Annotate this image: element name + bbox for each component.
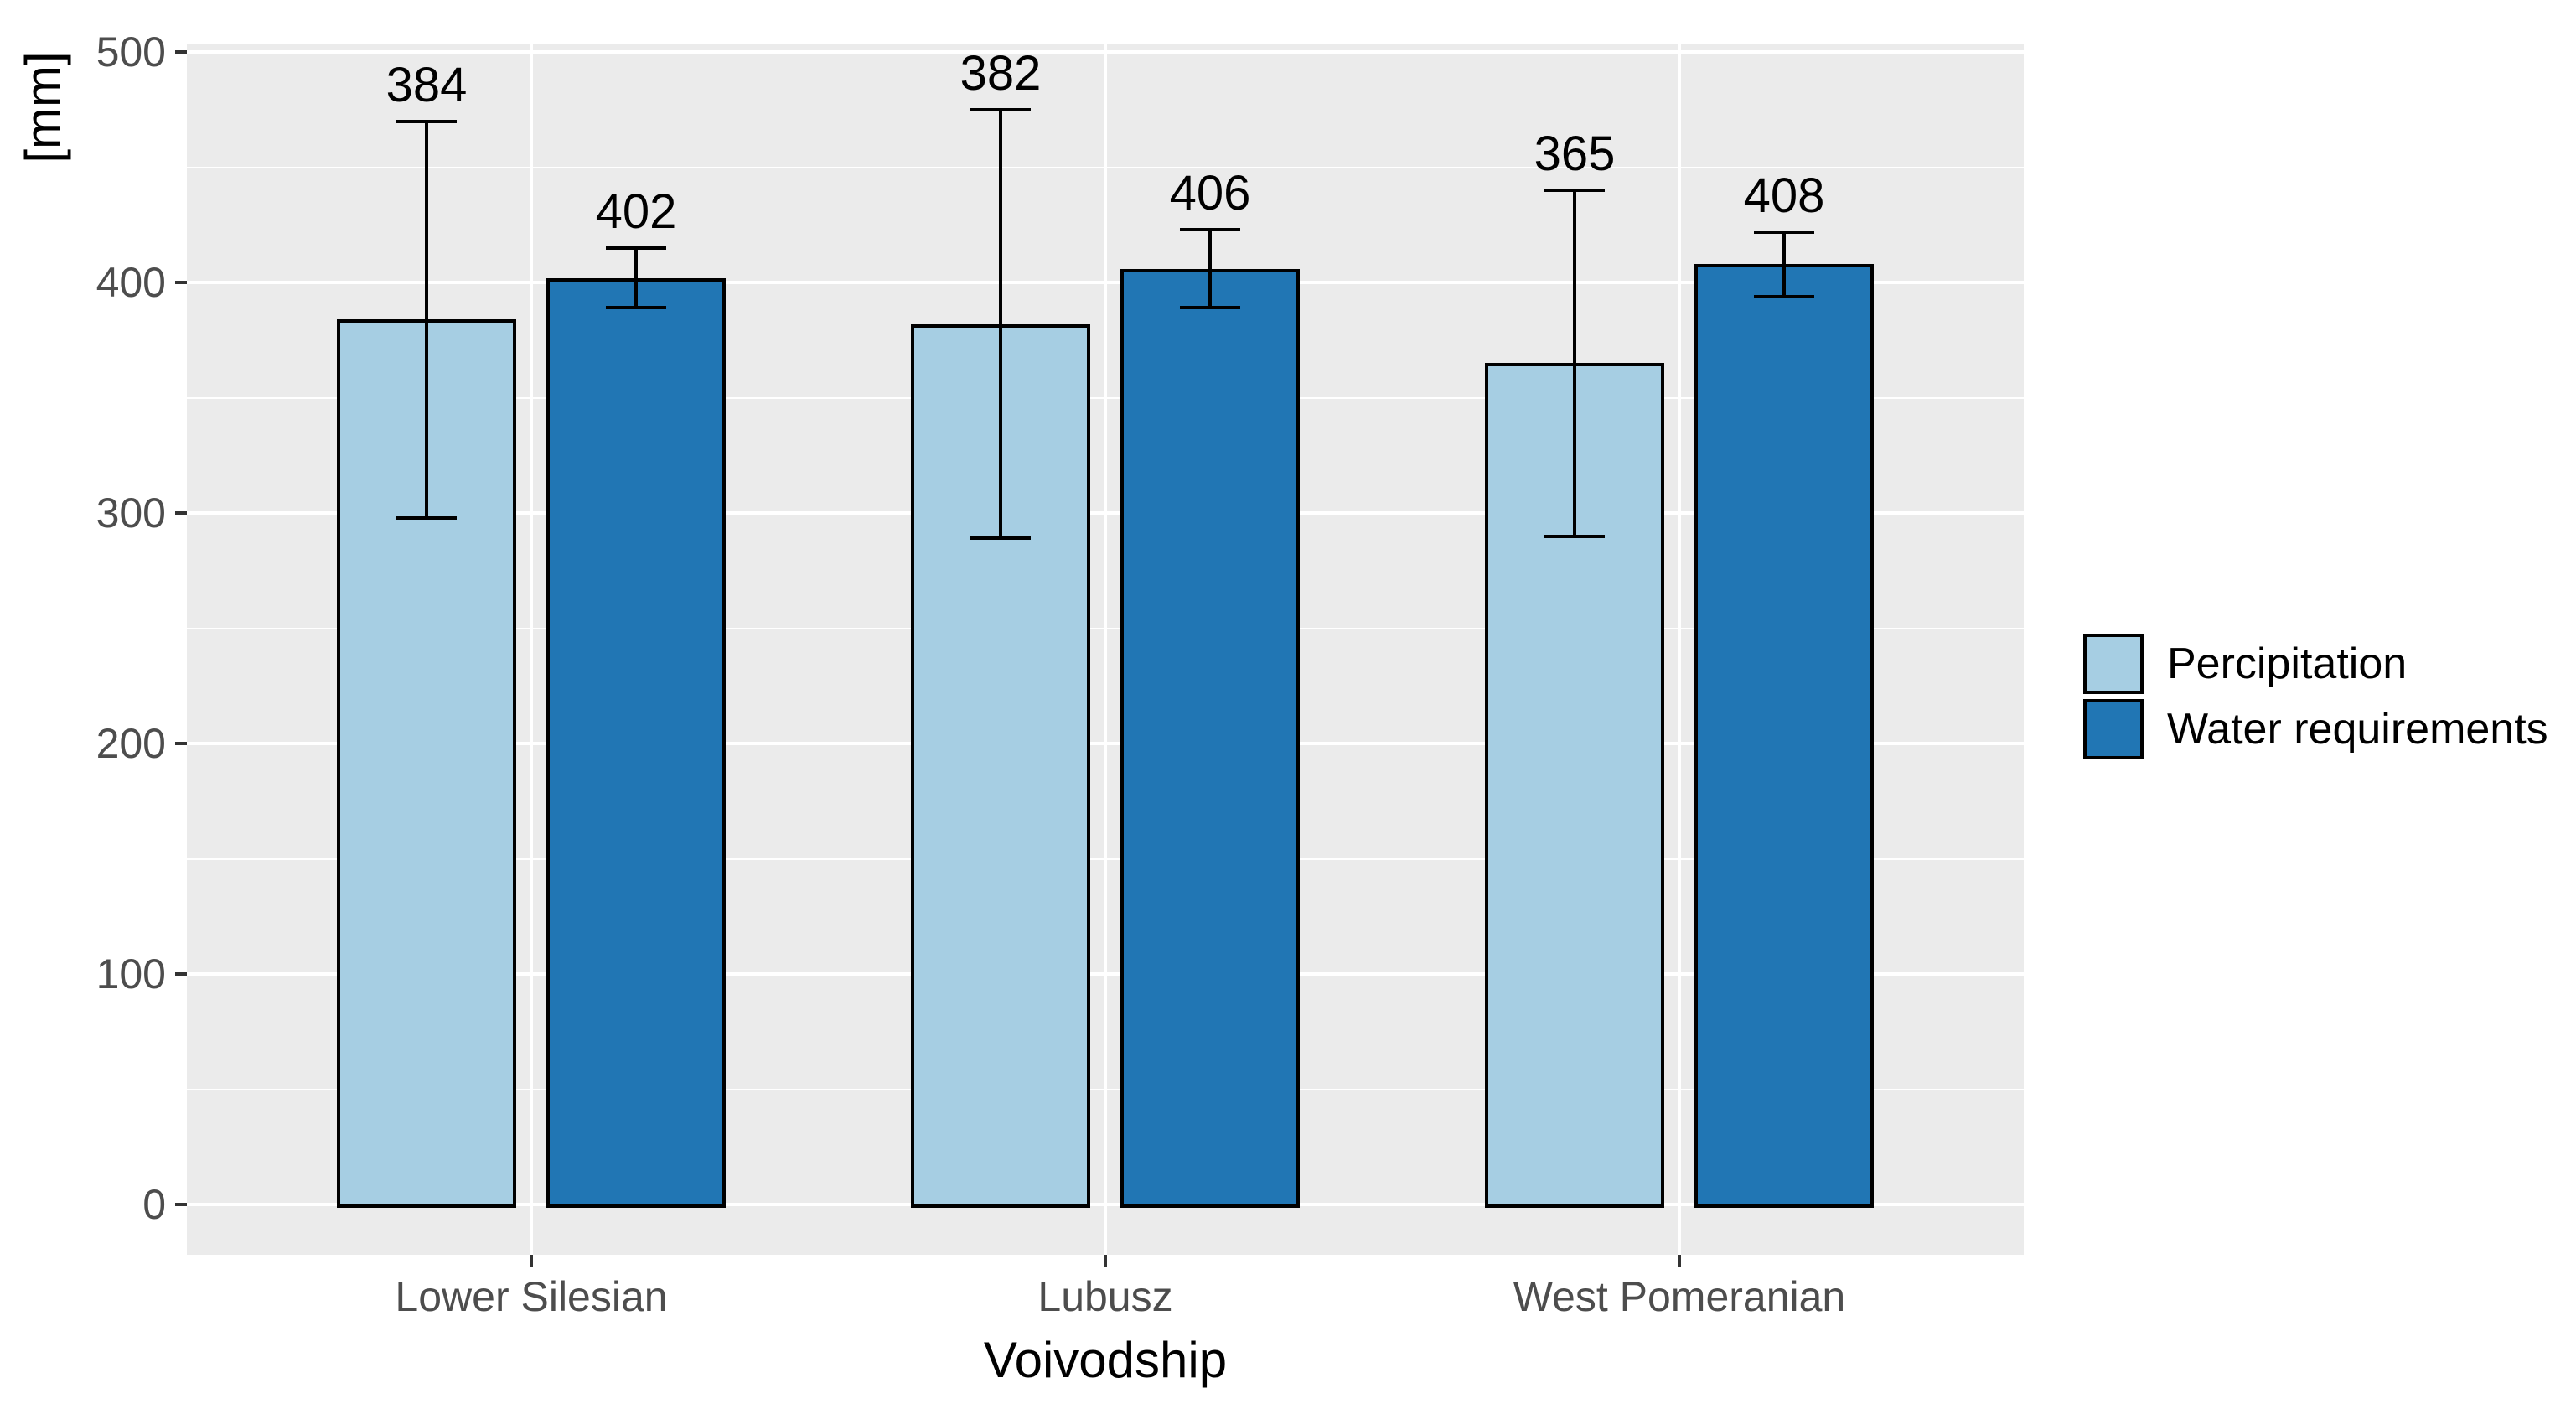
x-tick-label: Lower Silesian: [395, 1273, 668, 1320]
legend-key: [2083, 699, 2144, 759]
y-tick-mark: [175, 281, 187, 284]
error-bar-stem: [999, 109, 1002, 539]
legend: Percipitation Water requirements: [2083, 634, 2548, 759]
legend-entry: Percipitation: [2083, 634, 2548, 694]
y-tick-label: 200: [96, 720, 166, 767]
y-tick-mark: [175, 50, 187, 54]
error-bar-cap-bottom: [1754, 294, 1814, 298]
plot-panel: [187, 44, 2024, 1255]
error-bar-stem: [1573, 190, 1576, 536]
bar-water-requirements: [1120, 268, 1300, 1208]
y-tick-mark: [175, 1203, 187, 1206]
error-bar-cap-bottom: [970, 536, 1031, 541]
bar-value-label: 408: [1743, 168, 1825, 223]
legend-key: [2083, 634, 2144, 694]
x-tick-mark: [530, 1255, 533, 1267]
legend-label: Percipitation: [2167, 640, 2408, 688]
x-axis-title: Voivodship: [983, 1332, 1228, 1388]
bar-value-label: 384: [385, 57, 468, 112]
error-bar-cap-top: [1544, 189, 1605, 192]
legend-entry: Water requirements: [2083, 699, 2548, 759]
bar-value-label: 406: [1169, 165, 1251, 220]
y-axis-title: [mm]: [15, 51, 71, 163]
bar-value-label: 382: [960, 45, 1042, 101]
gridline-vertical-major: [530, 44, 533, 1255]
bar-water-requirements: [546, 277, 726, 1208]
y-tick-label: 300: [96, 490, 166, 536]
bar-water-requirements: [1694, 264, 1874, 1208]
error-bar-stem: [1782, 231, 1786, 297]
error-bar-cap-top: [1754, 230, 1814, 234]
x-tick-mark: [1104, 1255, 1107, 1267]
error-bar-cap-bottom: [396, 515, 457, 520]
legend-label: Water requirements: [2167, 705, 2548, 754]
gridline-vertical-major: [1104, 44, 1107, 1255]
y-tick-label: 500: [96, 28, 166, 75]
error-bar-cap-bottom: [1180, 306, 1240, 310]
error-bar-cap-bottom: [1544, 534, 1605, 538]
x-tick-label: West Pomeranian: [1513, 1273, 1846, 1320]
error-bar-cap-top: [1180, 227, 1240, 231]
error-bar-cap-top: [970, 107, 1031, 111]
y-tick-label: 100: [96, 951, 166, 997]
error-bar-stem: [425, 121, 428, 518]
y-tick-mark: [175, 511, 187, 515]
error-bar-cap-bottom: [606, 306, 666, 310]
y-tick-mark: [175, 742, 187, 745]
error-bar-cap-top: [396, 119, 457, 123]
y-tick-label: 0: [142, 1181, 166, 1228]
y-tick-mark: [175, 972, 187, 976]
bar-value-label: 365: [1534, 127, 1616, 181]
y-tick-label: 400: [96, 259, 166, 306]
bar-value-label: 402: [595, 184, 677, 239]
gridline-vertical-major: [1678, 44, 1681, 1255]
error-bar-stem: [634, 247, 638, 308]
error-bar-cap-top: [606, 246, 666, 250]
error-bar-stem: [1208, 229, 1212, 308]
x-tick-label: Lubusz: [1037, 1273, 1173, 1320]
x-tick-mark: [1678, 1255, 1681, 1267]
